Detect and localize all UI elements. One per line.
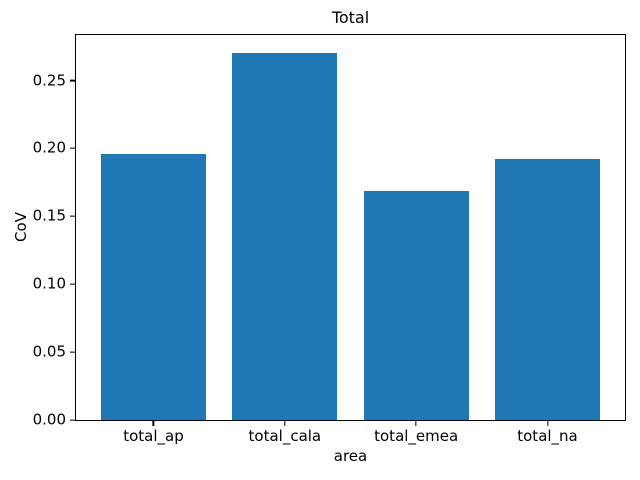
plot-area: 0.00 0.05 0.10 0.15 0.20 0.25 total_ap total_ca…: [33, 34, 626, 444]
y-tick-label: 0.25: [32, 71, 66, 89]
y-tick-label: 0.05: [32, 342, 66, 361]
y-axis-label: CoV: [12, 212, 30, 242]
x-tick-label: total_na: [517, 427, 578, 445]
y-tick-label: 0.00: [32, 410, 66, 429]
x-tick-mark: [415, 421, 417, 427]
y-tick-mark: [69, 147, 75, 150]
y-tick-label: 0.15: [32, 206, 66, 225]
y-tick-mark: [69, 351, 75, 353]
x-tick-mark: [152, 421, 155, 427]
y-tick-label: 0.20: [32, 138, 66, 157]
bar-total_emea: [363, 190, 469, 420]
y-tick-mark: [69, 419, 75, 421]
x-tick-label: total_ap: [123, 427, 184, 445]
chart-title: Total: [331, 8, 370, 27]
x-tick-mark: [546, 421, 549, 427]
y-tick-label: 0.10: [32, 274, 66, 293]
x-tick-label: total_emea: [374, 427, 459, 445]
x-tick-mark: [284, 421, 286, 427]
y-tick-mark: [69, 283, 75, 285]
y-tick-mark: [69, 215, 75, 217]
y-tick-mark: [69, 79, 75, 82]
bar-total_ap: [100, 153, 207, 420]
x-tick-label: total_cala: [248, 427, 322, 445]
bar-total_na: [494, 159, 601, 420]
bar-total_cala: [232, 53, 338, 420]
x-axis-label: area: [333, 447, 368, 465]
